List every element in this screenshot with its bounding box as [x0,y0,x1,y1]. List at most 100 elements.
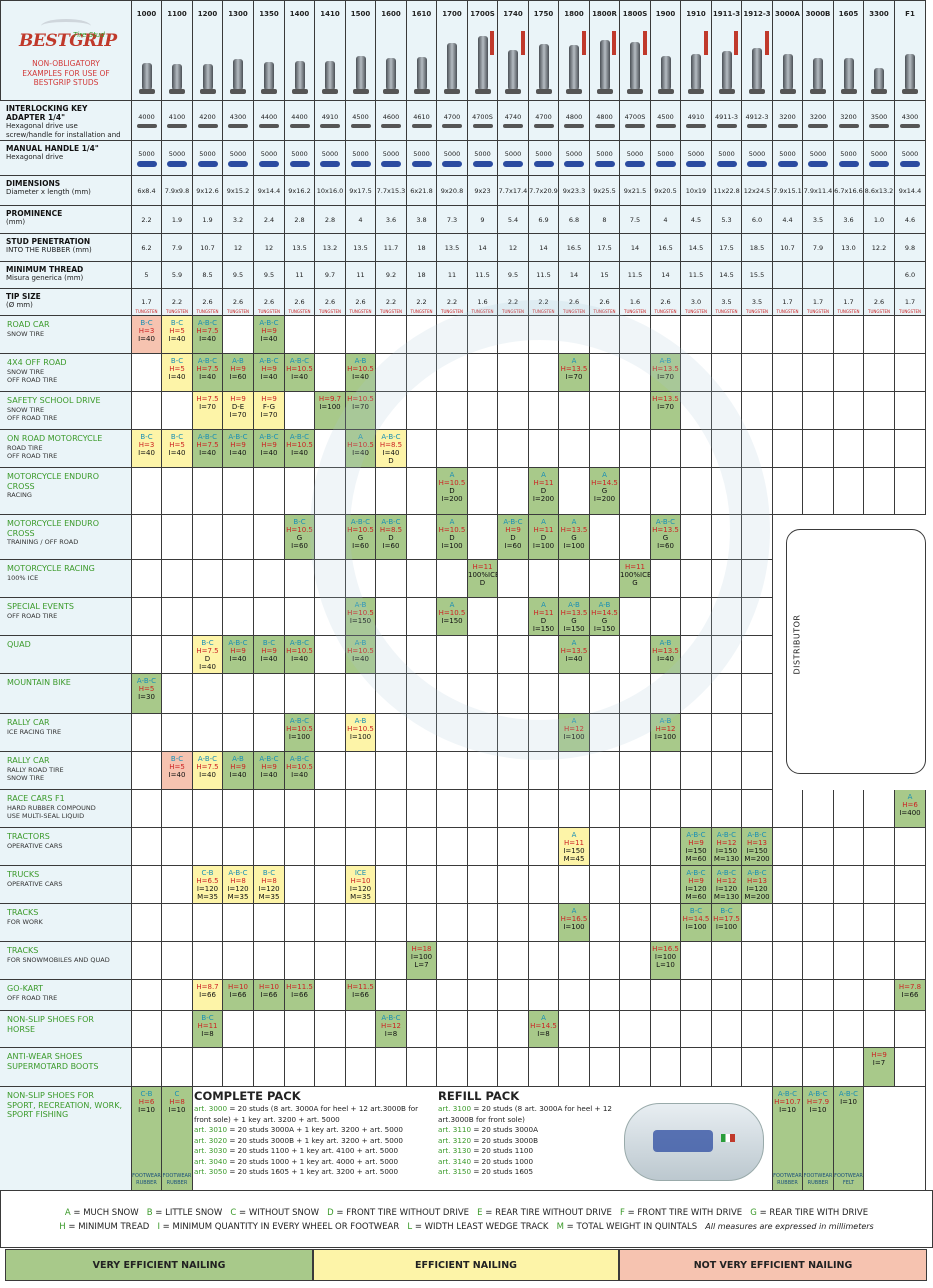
empty-cell [193,714,223,752]
empty-cell [498,636,529,674]
spec-value-text: 2.2 [538,298,549,306]
empty-cell [346,1011,376,1048]
spec-value-handle: 5000 [498,141,529,176]
empty-cell [742,942,773,980]
quantity-info: I=10 [168,1106,186,1114]
spec-value-tip: 2.6 TUNGSTEN [864,289,895,316]
empty-cell [162,942,193,980]
spec-value-tip: 2.2 TUNGSTEN [498,289,529,316]
stud-image [264,62,274,92]
spec-value-penetration: 13.0 [834,234,864,262]
empty-cell [651,904,681,942]
spec-value-text: 9x15.2 [226,186,250,195]
conditions-code: A [571,357,577,365]
nailing-cell: B-C H=5 I=40 [162,752,193,790]
spec-value-handle: 5000 [437,141,468,176]
spec-value-tip: 2.6 TUNGSTEN [193,289,223,316]
spec-value-text: 14.5 [688,243,704,252]
logo-swoosh-icon [41,19,91,33]
application-subtitle: FOR SNOWMOBILES AND QUAD [7,955,110,964]
spec-value-prominence: 4.6 [895,206,926,234]
stud-flange [779,89,796,94]
stud-flange [535,89,552,94]
handle-icon [289,160,310,167]
nailing-cell: A H=11 D I=200 [529,468,559,515]
spec-value-thread: 14 [651,262,681,289]
tungsten-label: TUNGSTEN [868,309,890,314]
handle-icon [838,160,859,167]
min-tread: H=11 [533,479,554,487]
min-tread: H=10.5 [347,725,374,733]
empty-cell [498,430,529,468]
spec-value-tip: 2.6 TUNGSTEN [651,289,681,316]
spec-value-thread: 9.5 [254,262,285,289]
spec-value-penetration: 13.5 [437,234,468,262]
nailing-cell: B-C H=8 I=120 M=35 [254,866,285,904]
nailing-code: A-B-C H=10.5 I=100 [285,714,314,741]
empty-cell [437,392,468,430]
column-code: 1912-3 [743,10,771,18]
quantity-info: I=40 D [382,449,400,465]
spec-value-dimensions: 12x24.5 [742,176,773,206]
stud-image [691,54,701,92]
spec-value-dimensions: 6x21.8 [407,176,437,206]
spec-value-text: 4740 [504,113,522,121]
column-code: 1300 [228,10,248,18]
empty-cell [590,790,620,828]
column-code: 1500 [350,10,371,18]
min-tread: H=10.7 [774,1098,801,1106]
empty-cell [712,468,742,515]
conditions-code: A-B [659,357,672,365]
empty-cell [864,942,895,980]
spec-value-text: 7.9x15.1 [773,186,802,195]
nailing-code: H=10 I=66 [254,980,284,999]
spec-value-text: 2.4 [263,215,275,224]
empty-cell [559,316,590,354]
empty-cell [712,1048,742,1087]
empty-cell [742,354,773,392]
nailing-cell: A-B-C H=9 D I=60 [498,515,529,560]
spec-value-adapter: 4700S [468,101,498,141]
article-desc: = 20 studs 3000B + 1 key art. 3200 + art… [227,1135,403,1145]
handle-icon [411,160,432,167]
column-header-3000A: 3000A [773,0,803,101]
spec-value-text: 7.5 [629,215,641,224]
empty-cell [132,598,162,636]
nailing-cell: A-B-C H=10.5 I=40 [285,752,315,790]
spec-value-prominence: 4.4 [773,206,803,234]
nailing-cell: B-C H=5 I=40 [162,354,193,392]
key-adapter-icon [503,124,523,128]
device-flag-icon [721,1134,735,1142]
min-tread: H=10.5 [438,479,466,487]
column-code: 1200 [197,10,218,18]
legend-key: I [157,1222,160,1232]
handle-icon [442,160,462,167]
spec-value-tip: 1.6 TUNGSTEN [620,289,651,316]
column-header-1740: 1740 [498,0,529,101]
empty-cell [620,942,651,980]
application-title: NON-SLIP SHOES FOR HORSE [7,1015,94,1034]
empty-cell [468,904,498,942]
spec-value-thread: 11.5 [681,262,712,289]
column-header-1350: 1350 [254,0,285,101]
empty-cell [559,560,590,598]
spec-value-prominence: 3.6 [376,206,407,234]
empty-cell [590,430,620,468]
empty-cell [315,674,346,714]
empty-cell [742,636,773,674]
spec-value-text: 6x21.8 [410,186,433,195]
min-tread: H=9 [261,763,277,771]
conditions-code: A [907,793,913,801]
empty-cell [559,430,590,468]
spec-value-text: 4 [358,215,363,224]
spec-value-text: 13.0 [841,243,856,252]
stud-flange [474,89,491,94]
spec-value-text: 5000 [138,149,155,158]
min-tread: H=8.7 [196,983,219,991]
min-tread: H=13.5 [652,365,679,373]
shoe-empty [864,1087,926,1191]
spec-value-handle: 5000 [468,141,498,176]
spec-value-tip: 3.5 TUNGSTEN [712,289,742,316]
empty-cell [529,354,559,392]
spec-value-text: 5000 [443,149,461,158]
